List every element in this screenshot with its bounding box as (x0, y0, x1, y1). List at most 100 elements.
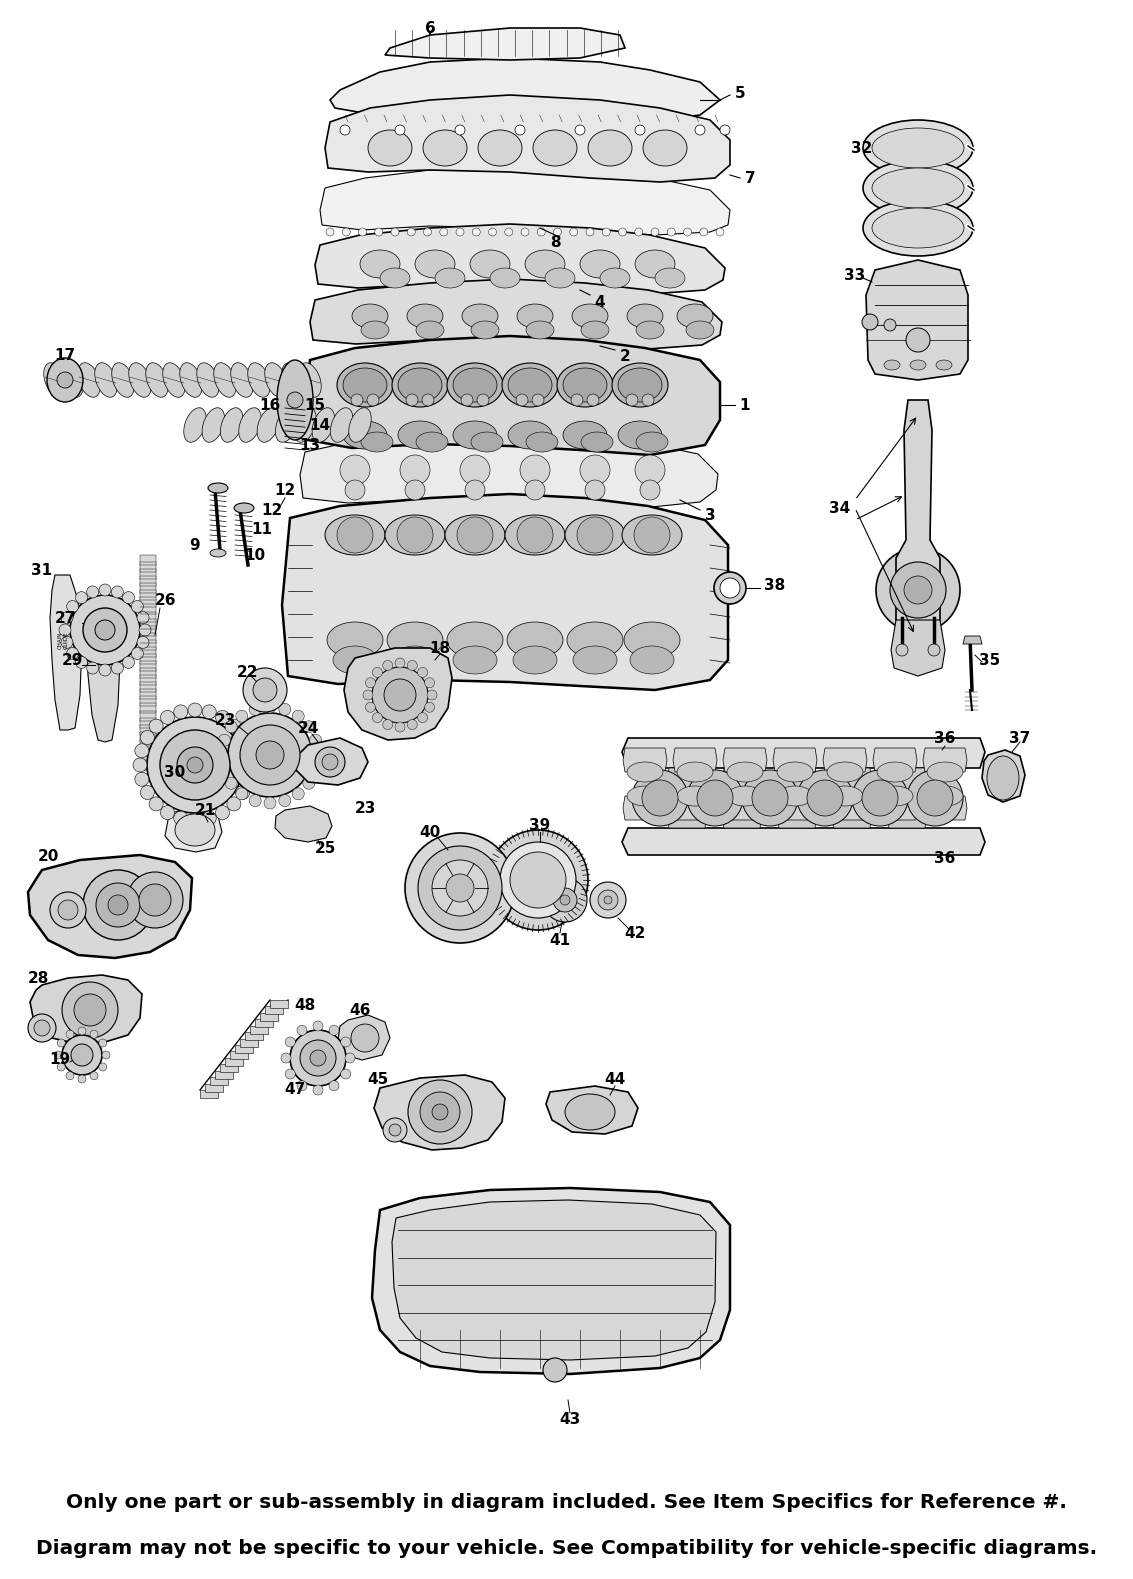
Polygon shape (310, 279, 722, 349)
Polygon shape (344, 647, 452, 741)
Circle shape (177, 747, 213, 783)
Polygon shape (723, 796, 767, 820)
Text: 5: 5 (734, 85, 746, 101)
Circle shape (425, 677, 435, 688)
Polygon shape (140, 576, 156, 586)
Circle shape (279, 703, 291, 715)
Circle shape (455, 227, 465, 235)
Circle shape (807, 780, 843, 816)
Ellipse shape (563, 422, 607, 448)
Circle shape (457, 516, 493, 553)
Circle shape (908, 771, 963, 826)
Ellipse shape (393, 646, 437, 674)
Circle shape (366, 703, 375, 712)
Circle shape (76, 657, 87, 668)
Circle shape (340, 455, 370, 485)
Polygon shape (305, 336, 719, 455)
Ellipse shape (265, 363, 288, 398)
Ellipse shape (884, 360, 900, 369)
Polygon shape (923, 796, 966, 820)
Polygon shape (296, 737, 368, 785)
Polygon shape (230, 1052, 248, 1060)
Ellipse shape (276, 360, 313, 441)
Ellipse shape (343, 368, 387, 403)
Circle shape (95, 621, 116, 639)
Circle shape (358, 227, 366, 235)
Text: 1: 1 (740, 398, 750, 412)
Circle shape (341, 1069, 351, 1078)
Polygon shape (220, 1064, 238, 1072)
Polygon shape (963, 636, 982, 644)
Polygon shape (773, 796, 817, 820)
Circle shape (57, 1039, 66, 1047)
Ellipse shape (827, 763, 863, 782)
Circle shape (279, 794, 291, 807)
Polygon shape (215, 1071, 233, 1078)
Ellipse shape (293, 407, 316, 442)
Circle shape (667, 227, 675, 235)
Circle shape (537, 227, 545, 235)
Polygon shape (250, 1026, 269, 1034)
Text: 21: 21 (195, 802, 215, 818)
Circle shape (904, 576, 932, 605)
Circle shape (241, 744, 255, 758)
Ellipse shape (513, 646, 557, 674)
Circle shape (373, 712, 382, 723)
Circle shape (598, 891, 617, 910)
Circle shape (135, 772, 148, 786)
Circle shape (604, 895, 612, 905)
Text: 42: 42 (624, 925, 646, 941)
Ellipse shape (987, 756, 1019, 801)
Circle shape (315, 747, 346, 777)
Circle shape (395, 722, 404, 733)
Ellipse shape (727, 763, 763, 782)
Circle shape (714, 572, 746, 605)
Ellipse shape (478, 129, 522, 166)
Ellipse shape (257, 407, 280, 442)
Circle shape (585, 480, 605, 501)
Circle shape (372, 666, 428, 723)
Circle shape (510, 853, 566, 908)
Circle shape (249, 703, 262, 715)
Circle shape (383, 1118, 407, 1142)
Ellipse shape (180, 363, 202, 398)
Ellipse shape (129, 363, 151, 398)
Ellipse shape (502, 363, 557, 407)
Circle shape (383, 660, 393, 671)
Circle shape (383, 720, 393, 729)
Circle shape (455, 125, 465, 134)
Circle shape (796, 771, 853, 826)
Ellipse shape (312, 407, 334, 442)
Polygon shape (140, 568, 156, 579)
Ellipse shape (505, 515, 565, 554)
Ellipse shape (517, 305, 553, 328)
Polygon shape (622, 827, 985, 854)
Ellipse shape (636, 321, 664, 339)
Ellipse shape (197, 363, 219, 398)
Ellipse shape (617, 422, 662, 448)
Polygon shape (325, 95, 730, 182)
Ellipse shape (572, 305, 608, 328)
Circle shape (520, 455, 550, 485)
Circle shape (71, 1044, 93, 1066)
Ellipse shape (863, 201, 973, 256)
Ellipse shape (333, 646, 377, 674)
Ellipse shape (471, 321, 499, 339)
Polygon shape (673, 796, 717, 820)
Circle shape (446, 875, 474, 902)
Polygon shape (86, 600, 120, 742)
Ellipse shape (470, 249, 510, 278)
Polygon shape (982, 750, 1025, 802)
Circle shape (139, 624, 151, 636)
Polygon shape (140, 647, 156, 657)
Circle shape (70, 595, 140, 665)
Circle shape (340, 125, 350, 134)
Ellipse shape (685, 321, 714, 339)
Circle shape (67, 600, 78, 613)
Circle shape (140, 785, 154, 799)
Circle shape (292, 788, 305, 801)
Circle shape (642, 780, 678, 816)
Ellipse shape (565, 1094, 615, 1131)
Circle shape (342, 227, 350, 235)
Circle shape (375, 227, 383, 235)
